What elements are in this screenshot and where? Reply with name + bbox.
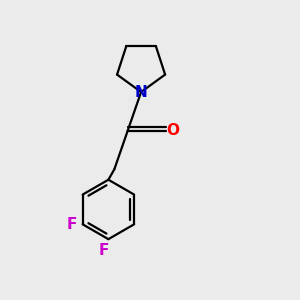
Text: F: F <box>66 217 76 232</box>
Text: O: O <box>167 123 179 138</box>
Text: N: N <box>135 85 148 100</box>
Text: F: F <box>99 243 109 258</box>
